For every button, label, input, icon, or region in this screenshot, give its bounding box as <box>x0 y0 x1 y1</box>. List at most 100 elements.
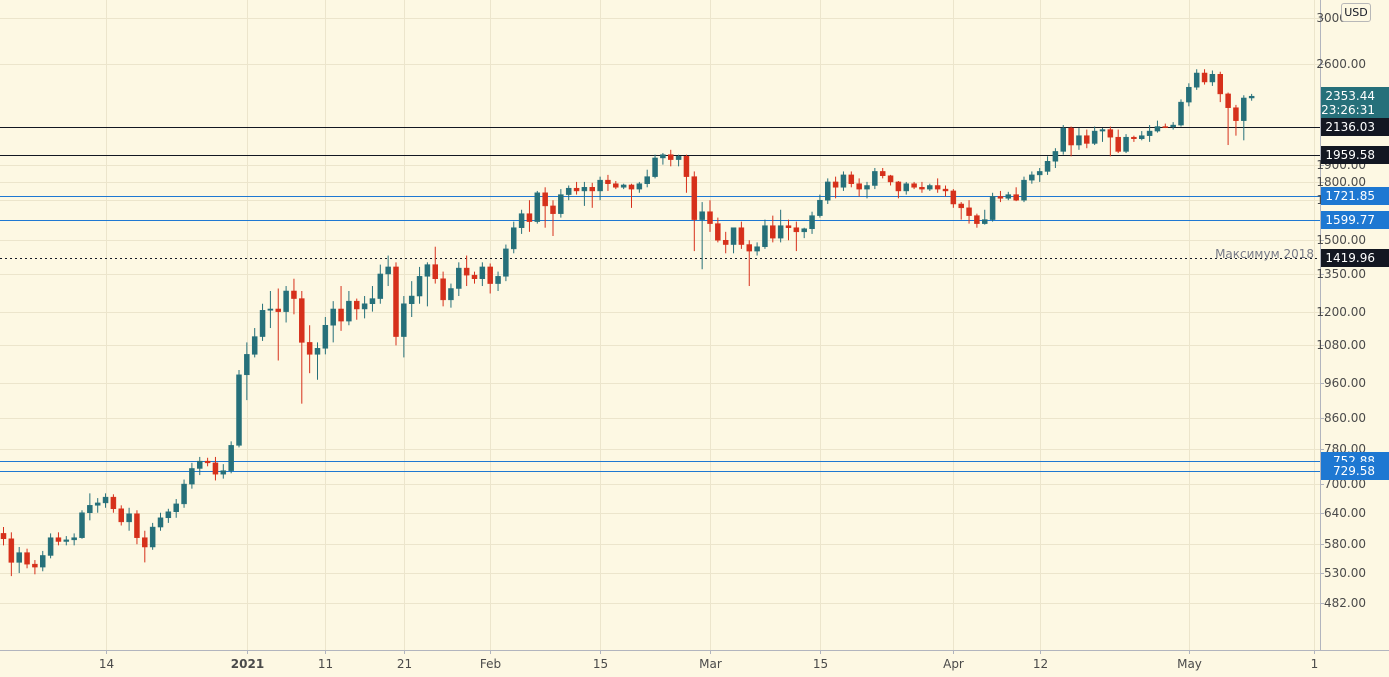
candle-body <box>989 196 996 220</box>
candle-body <box>934 185 941 190</box>
candle <box>1052 148 1059 169</box>
candle <box>856 178 862 197</box>
candle-body <box>1154 126 1161 132</box>
candle <box>1021 176 1027 203</box>
candle <box>377 264 384 304</box>
candle-body <box>879 171 886 177</box>
candle <box>1139 131 1145 141</box>
candle <box>236 369 242 448</box>
candle-body <box>573 187 580 192</box>
candle <box>1076 128 1082 150</box>
candle-body <box>825 181 831 201</box>
candle <box>197 456 203 476</box>
candle-body <box>149 526 156 548</box>
candle-body <box>1162 126 1169 128</box>
candle <box>903 181 909 195</box>
candle-body <box>1060 127 1066 152</box>
candle-body <box>581 187 588 192</box>
candle-body <box>314 348 321 355</box>
candle-body <box>299 298 305 343</box>
candle-body <box>118 508 124 523</box>
candle <box>683 154 690 193</box>
candle-body <box>526 213 533 222</box>
candle <box>809 211 815 234</box>
candle-body <box>126 513 132 523</box>
candle-body <box>165 511 172 519</box>
candle-body <box>919 187 925 190</box>
candle-body <box>338 308 344 322</box>
candle <box>1005 191 1012 201</box>
candle <box>134 510 140 545</box>
candle-body <box>110 496 117 510</box>
candle <box>1123 134 1129 154</box>
candle <box>511 221 517 254</box>
candle-body <box>157 517 164 528</box>
last-price-value: 2353.44 <box>1325 89 1375 103</box>
price-tick-label: 1350.00 <box>1316 267 1366 281</box>
candle <box>848 171 855 188</box>
candle <box>652 154 658 179</box>
candle-body <box>1123 136 1129 152</box>
candle <box>699 202 705 270</box>
candle-body <box>393 266 399 337</box>
candle-body <box>1091 130 1098 144</box>
candle <box>581 181 588 206</box>
candle-body <box>24 552 30 565</box>
candle <box>668 149 674 167</box>
candle <box>840 171 847 191</box>
candle-body <box>950 190 957 205</box>
candle-body <box>71 537 77 541</box>
price-tag-bg <box>1321 146 1389 164</box>
candle-body <box>385 266 391 275</box>
currency-button[interactable]: USD <box>1341 3 1371 22</box>
candle-body <box>770 225 776 239</box>
candle-body <box>644 176 650 184</box>
candle <box>291 278 297 315</box>
price-tag-label: 1959.58 <box>1325 148 1375 162</box>
candle <box>16 547 22 574</box>
candle-body <box>511 227 517 250</box>
candle <box>47 533 54 559</box>
candle <box>416 266 423 304</box>
candle-body <box>911 183 917 188</box>
time-tick-label: 15 <box>593 657 608 671</box>
candle-body <box>251 336 258 355</box>
candle <box>314 342 321 380</box>
candle <box>385 255 391 287</box>
time-axis[interactable]: 14 2021 11 21 Feb 15 Mar 15 Apr 12 May 1 <box>99 650 1318 671</box>
price-tag-label: 2136.03 <box>1325 120 1375 134</box>
candle <box>401 296 407 358</box>
candle <box>1131 135 1137 142</box>
candle-body <box>244 354 250 376</box>
candle-body <box>401 303 407 337</box>
price-tag: 1959.58 <box>1321 146 1389 164</box>
price-tag-bg <box>1321 249 1389 267</box>
candle-body <box>416 276 423 297</box>
candle <box>707 200 713 232</box>
candle-body <box>887 175 894 183</box>
candle <box>558 189 564 218</box>
candle-body <box>738 227 745 245</box>
time-tick-label: Feb <box>480 657 501 671</box>
candle-body <box>707 211 713 224</box>
candle <box>87 493 93 521</box>
candle-body <box>620 184 627 188</box>
candle <box>526 200 533 232</box>
candle <box>950 189 957 208</box>
candle <box>32 560 38 575</box>
candle <box>895 181 902 199</box>
time-tick-label: 21 <box>397 657 412 671</box>
candle-body <box>895 181 902 192</box>
candle <box>338 286 344 331</box>
candle-body <box>1052 151 1059 162</box>
price-tick-label: 482.00 <box>1324 596 1366 610</box>
candle <box>471 271 478 284</box>
candle <box>63 536 70 546</box>
candle-body <box>204 460 211 464</box>
candle <box>495 271 501 291</box>
candle <box>825 178 831 204</box>
candle-body <box>432 264 438 279</box>
last-price-bg <box>1321 87 1389 118</box>
horizontal-levels <box>0 127 1320 472</box>
